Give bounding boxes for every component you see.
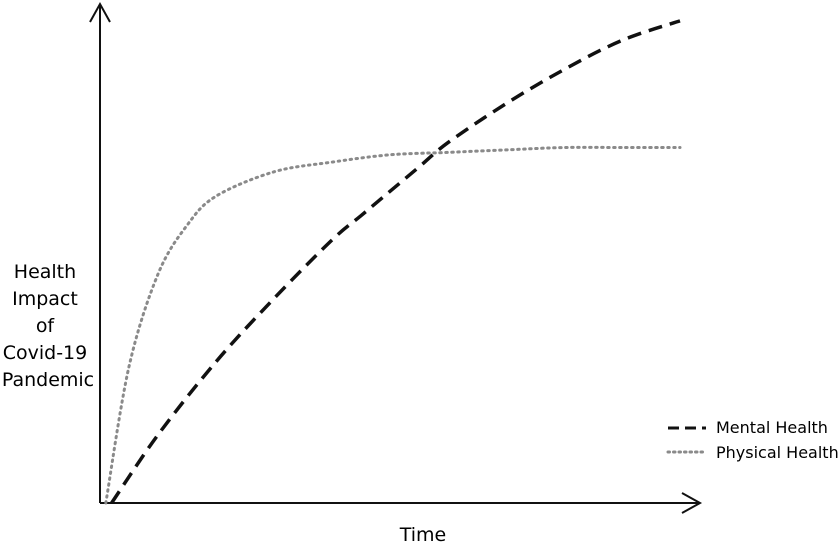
y-axis-arrowhead — [89, 1, 111, 23]
x-axis-arrowhead — [681, 492, 703, 514]
y-axis-label: Health Impact of Covid-19 Pandemic — [2, 261, 94, 391]
y-axis-label-line-2: Impact — [12, 288, 78, 310]
y-axis-label-line-1: Health — [14, 261, 76, 283]
series-layer — [104, 19, 682, 505]
series-line-mental-health — [110, 19, 681, 504]
legend: Mental Health Physical Health — [666, 418, 839, 462]
legend-label-physical-health: Physical Health — [716, 443, 839, 462]
legend-label-mental-health: Mental Health — [716, 418, 828, 437]
x-axis-label: Time — [399, 524, 447, 546]
y-axis-label-line-4: Covid-19 — [3, 342, 88, 364]
y-axis-label-line-3: of — [36, 315, 56, 337]
y-axis-label-line-5: Pandemic — [2, 369, 94, 391]
series-line-physical-health — [104, 145, 682, 505]
